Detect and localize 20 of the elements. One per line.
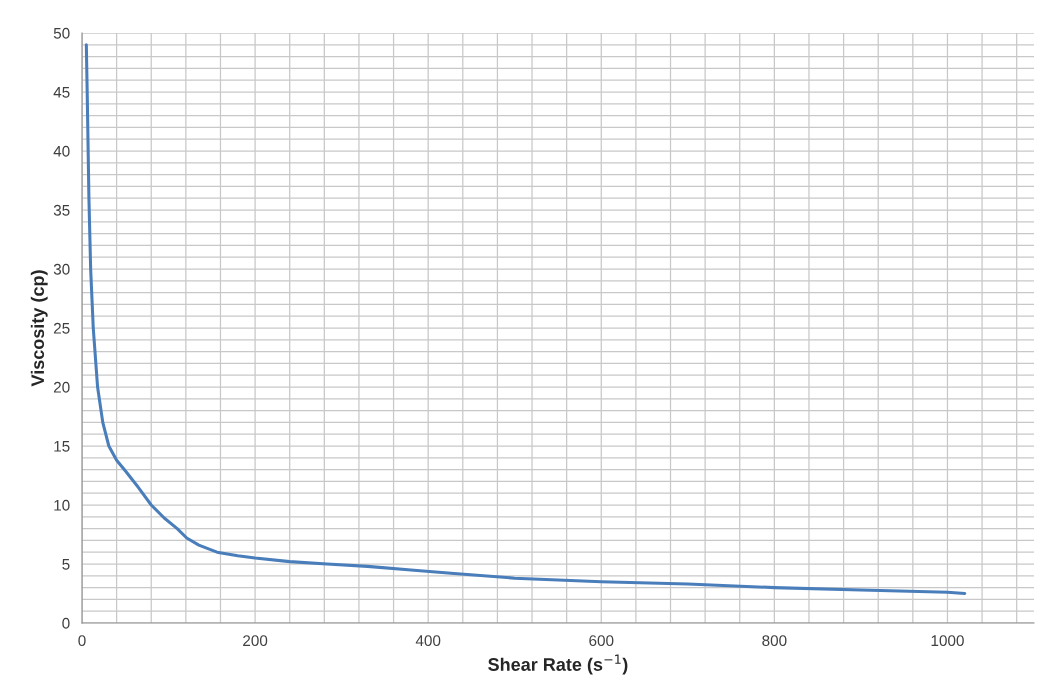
x-tick-label: 1000 [931,635,964,647]
x-tick-label: 0 [78,635,86,647]
y-tick-label: 15 [54,441,70,452]
x-tick-label: 800 [762,635,787,647]
y-tick-label: 5 [62,559,70,570]
y-tick-label: 20 [53,381,70,393]
y-tick-label: 25 [53,322,70,334]
y-axis-title: Viscosity (cp) [30,270,48,387]
line-series [84,43,967,596]
x-tick-label: 600 [589,635,614,647]
y-tick-label: 45 [53,87,70,98]
y-tick-label: 40 [53,145,70,157]
x-tick-label: 400 [415,635,441,647]
y-tick-label: 50 [53,27,70,39]
y-tick-label: 0 [62,617,70,629]
x-axis-title: Shear Rate (s$^{−1}$) [488,654,628,675]
y-tick-label: 35 [53,204,70,216]
y-tick-label: 30 [53,263,70,275]
x-tick-label: 200 [243,635,268,647]
y-tick-label: 10 [54,499,70,511]
